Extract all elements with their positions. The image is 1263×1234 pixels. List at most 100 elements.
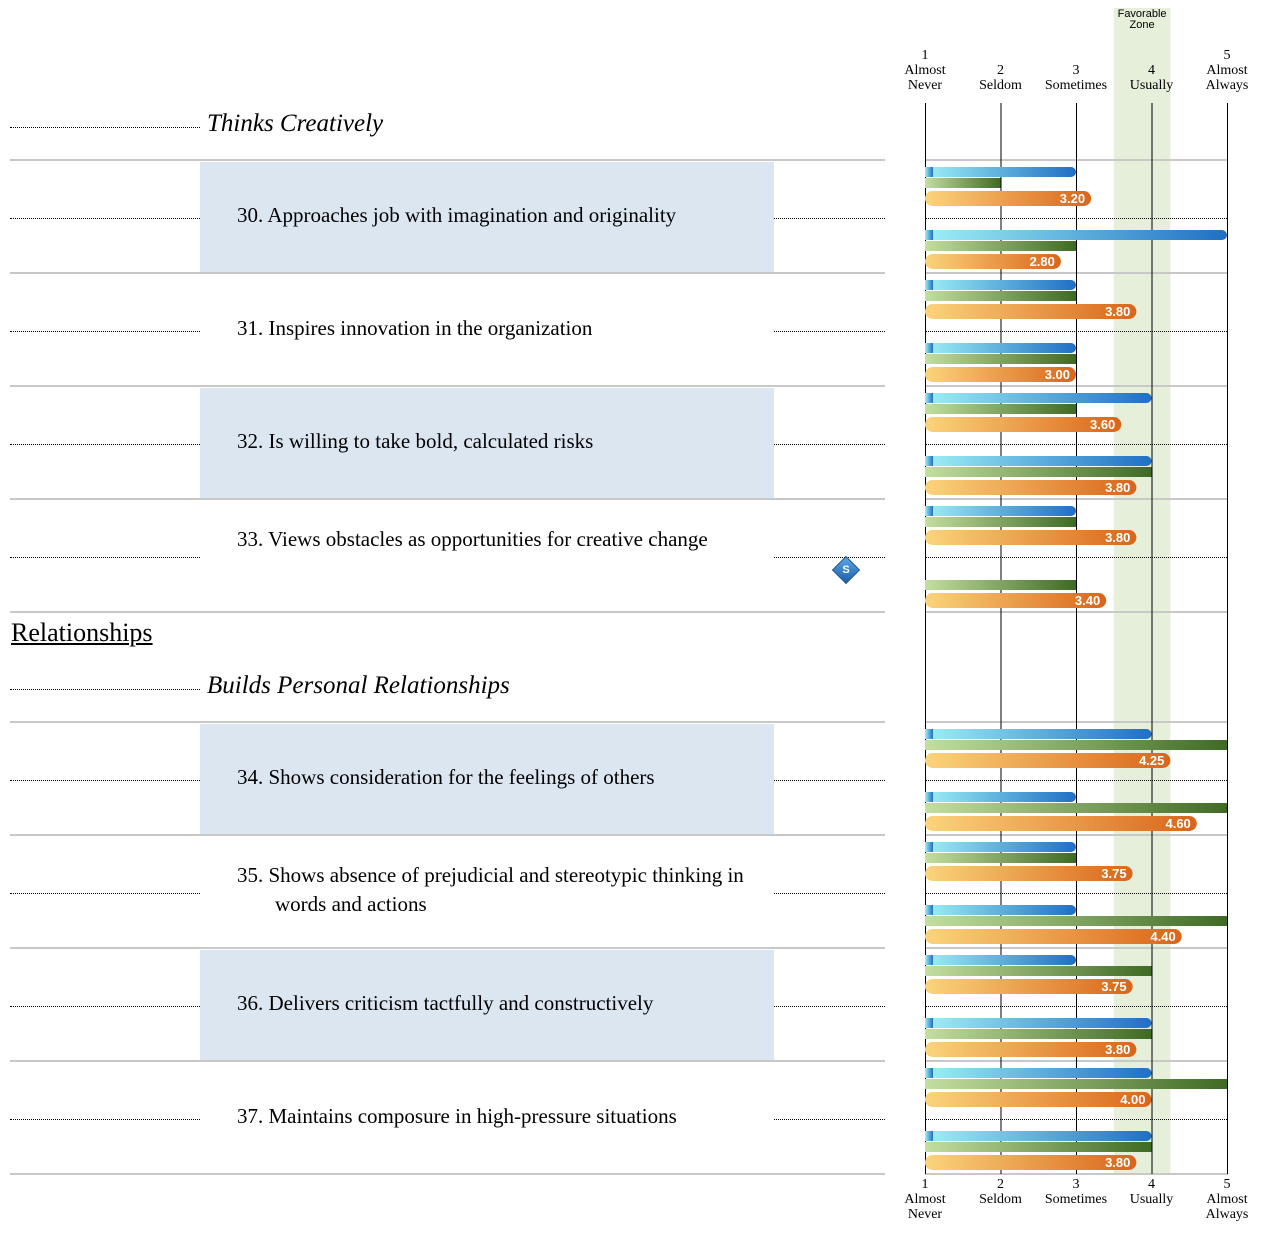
leader-dots bbox=[10, 1118, 200, 1120]
row-shade bbox=[200, 950, 774, 1061]
scale-label-line: Always bbox=[1205, 1207, 1249, 1222]
bar-orange bbox=[925, 367, 1076, 382]
bar-blue-cap bbox=[925, 230, 933, 240]
scale-label-line: 4 bbox=[1148, 1177, 1155, 1192]
bar-orange bbox=[925, 866, 1133, 881]
item-label: 35. Shows absence of prejudicial and ste… bbox=[237, 863, 744, 916]
bar-value-label: 3.80 bbox=[1105, 1155, 1130, 1170]
scale-label-line: 2 bbox=[997, 63, 1004, 78]
bar-value-label: 3.20 bbox=[1060, 191, 1085, 206]
scale-label-line: 3 bbox=[1072, 1177, 1080, 1192]
bar-blue bbox=[925, 955, 1076, 965]
scale-label-line: Seldom bbox=[979, 78, 1022, 93]
bar-orange bbox=[925, 480, 1137, 495]
bar-blue-cap bbox=[925, 729, 933, 739]
leader-dots bbox=[925, 1005, 1227, 1007]
bar-orange bbox=[925, 304, 1137, 319]
bar-green bbox=[925, 517, 1076, 527]
bar-orange bbox=[925, 929, 1182, 944]
leader-dots bbox=[774, 1005, 885, 1007]
scale-label-bottom-2: 2 Seldom bbox=[956, 1177, 1046, 1207]
bar-value-label: 3.40 bbox=[1075, 593, 1100, 608]
bar-blue bbox=[925, 1018, 1152, 1028]
scale-label-line: 5 bbox=[1223, 1177, 1231, 1192]
leader-dots bbox=[925, 892, 1227, 894]
scale-label-bottom-5: 5 Almost Always bbox=[1182, 1177, 1263, 1222]
scale-label-top-1: 1 Almost Never bbox=[880, 48, 970, 93]
leader-dots bbox=[10, 556, 200, 558]
item-label: 30. Approaches job with imagination and … bbox=[237, 203, 677, 227]
bar-green bbox=[925, 178, 1001, 188]
bar-blue-cap bbox=[925, 955, 933, 965]
bar-value-label: 4.00 bbox=[1120, 1092, 1145, 1107]
bar-green bbox=[925, 740, 1227, 750]
row-separator bbox=[10, 1173, 885, 1175]
scale-label-line: Always bbox=[1205, 78, 1249, 93]
bar-green bbox=[925, 241, 1076, 251]
scale-label-bottom-3: 3 Sometimes bbox=[1031, 1177, 1121, 1207]
bar-blue-cap bbox=[925, 167, 933, 177]
scale-label-line: Almost bbox=[1206, 1192, 1248, 1207]
bar-orange bbox=[925, 753, 1171, 768]
leader-dots bbox=[10, 217, 200, 219]
row-shade bbox=[200, 724, 774, 835]
row-separator bbox=[10, 1060, 885, 1062]
bar-value-label: 3.80 bbox=[1105, 304, 1130, 319]
scale-label-line: Sometimes bbox=[1044, 1192, 1108, 1207]
bar-blue-cap bbox=[925, 506, 933, 516]
favorable-zone-label: Favorable Zone bbox=[1102, 9, 1182, 31]
row-separator bbox=[10, 159, 885, 161]
row-separator bbox=[10, 498, 885, 500]
leader-dots bbox=[10, 689, 200, 690]
bar-orange bbox=[925, 1155, 1137, 1170]
bar-blue-cap bbox=[925, 842, 933, 852]
bar-value-label: 4.60 bbox=[1165, 816, 1190, 831]
bar-value-label: 3.80 bbox=[1105, 480, 1130, 495]
row-shade bbox=[200, 388, 774, 499]
bar-blue bbox=[925, 456, 1152, 466]
scale-label-line: Never bbox=[907, 1207, 943, 1222]
bar-green bbox=[925, 916, 1227, 926]
scale-label-line: Seldom bbox=[979, 1192, 1022, 1207]
scale-label-line: Usually bbox=[1129, 78, 1174, 93]
scale-label-line: 2 bbox=[997, 1177, 1004, 1192]
bar-green bbox=[925, 1142, 1152, 1152]
category-title: Builds Personal Relationships bbox=[207, 672, 510, 699]
leader-dots bbox=[774, 556, 885, 558]
bar-blue-cap bbox=[925, 1068, 933, 1078]
leader-dots bbox=[925, 779, 1227, 781]
bar-value-label: 3.75 bbox=[1101, 866, 1126, 881]
leader-dots bbox=[10, 779, 200, 781]
bar-value-label: 3.60 bbox=[1090, 417, 1115, 432]
bar-blue bbox=[925, 506, 1076, 516]
self-rating-badge-label: S bbox=[842, 564, 850, 576]
bar-value-label: 3.80 bbox=[1105, 530, 1130, 545]
bar-blue bbox=[925, 842, 1076, 852]
bar-blue bbox=[925, 230, 1227, 240]
scale-label-line: Almost bbox=[904, 63, 946, 78]
scale-label-line: Almost bbox=[904, 1192, 946, 1207]
leader-dots bbox=[10, 127, 200, 128]
bar-blue bbox=[925, 280, 1076, 290]
leader-dots bbox=[774, 330, 885, 332]
bar-blue-cap bbox=[925, 1131, 933, 1141]
bar-blue-cap bbox=[925, 905, 933, 915]
bar-green bbox=[925, 803, 1227, 813]
bar-green bbox=[925, 1029, 1152, 1039]
leader-dots bbox=[774, 892, 885, 894]
item-label: 32. Is willing to take bold, calculated … bbox=[237, 429, 594, 453]
bar-orange bbox=[925, 530, 1137, 545]
item-label: 37. Maintains composure in high-pressure… bbox=[237, 1104, 677, 1128]
scale-label-top-3: 3 Sometimes bbox=[1031, 63, 1121, 93]
scale-label-line: 1 bbox=[921, 48, 929, 63]
scale-label-bottom-4: 4 Usually bbox=[1107, 1177, 1197, 1207]
bar-blue-cap bbox=[925, 456, 933, 466]
scale-label-line: 4 bbox=[1148, 63, 1155, 78]
scale-label-line: Sometimes bbox=[1044, 78, 1108, 93]
bar-blue bbox=[925, 167, 1076, 177]
item-label: 34. Shows consideration for the feelings… bbox=[237, 765, 655, 789]
bar-green bbox=[925, 966, 1152, 976]
scale-label-line: 1 bbox=[921, 1177, 929, 1192]
